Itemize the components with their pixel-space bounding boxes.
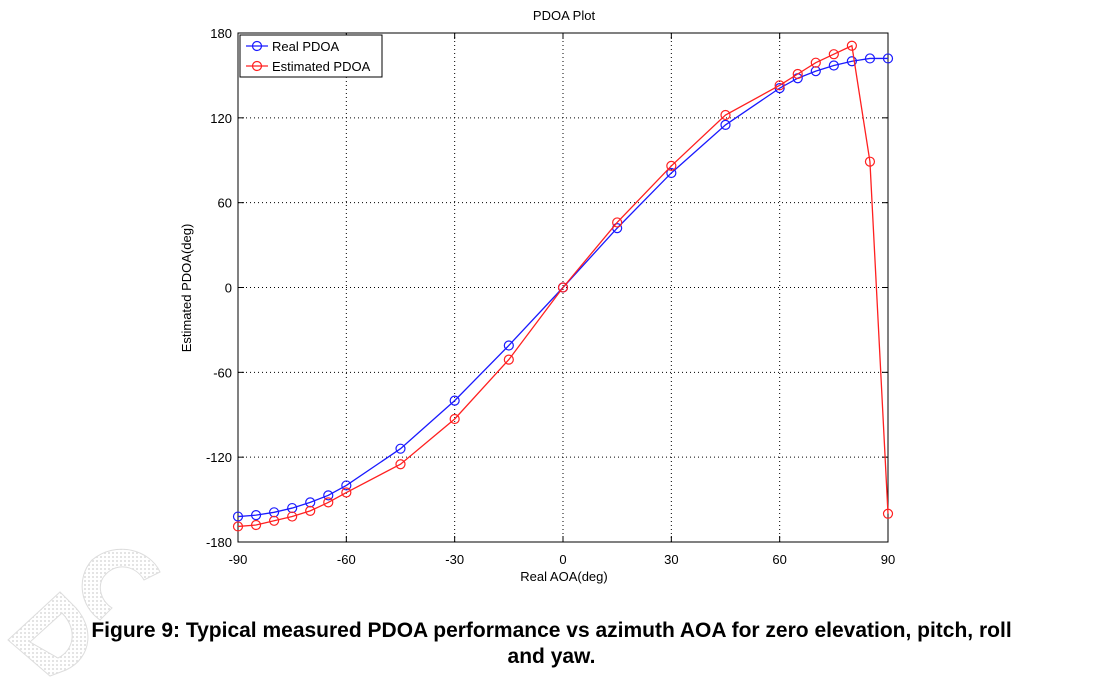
y-tick-label: -180 — [206, 535, 232, 550]
x-tick-label: 0 — [559, 552, 566, 567]
data-point — [828, 60, 839, 71]
y-tick-label: 120 — [210, 111, 232, 126]
data-point — [269, 515, 280, 526]
data-point — [232, 521, 244, 532]
data-point — [864, 53, 876, 64]
data-point — [250, 519, 262, 531]
data-point — [882, 53, 894, 64]
legend-label-estimated: Estimated PDOA — [272, 59, 371, 74]
x-tick-label: -30 — [445, 552, 464, 567]
data-point — [720, 109, 731, 121]
data-point — [305, 505, 316, 516]
x-tick-label: -90 — [229, 552, 248, 567]
data-point — [395, 459, 406, 470]
data-point — [828, 49, 839, 60]
data-point — [232, 511, 244, 522]
data-point — [503, 340, 514, 351]
data-point — [774, 80, 785, 91]
data-point — [612, 217, 623, 228]
data-point — [846, 56, 857, 67]
draft-watermark — [7, 548, 161, 677]
data-point — [720, 119, 731, 131]
legend: Real PDOA Estimated PDOA — [239, 34, 383, 78]
data-point — [341, 480, 352, 491]
x-tick-label: 90 — [881, 552, 895, 567]
legend-label-real: Real PDOA — [272, 39, 340, 54]
x-tick-label: -60 — [337, 552, 356, 567]
y-tick-label: -60 — [213, 365, 232, 380]
legend-box — [239, 34, 383, 78]
data-point — [323, 497, 334, 508]
y-tick-label: 180 — [210, 26, 232, 41]
data-point — [250, 510, 262, 521]
data-point — [882, 508, 894, 519]
y-tick-label: 60 — [218, 196, 232, 211]
data-point — [287, 511, 298, 522]
data-point — [666, 160, 677, 172]
data-point — [323, 490, 334, 501]
y-tick-label: -120 — [206, 450, 232, 465]
series-line — [237, 44, 889, 528]
pdoa-chart: PDOA Plot -90 -60 -30 0 30 60 90 -180 -120 -60 0 60… — [179, 8, 895, 584]
data-point — [449, 413, 460, 425]
data-point — [864, 156, 876, 167]
y-tick-label: 0 — [225, 281, 232, 296]
x-tick-label: 30 — [664, 552, 678, 567]
data-point — [341, 487, 352, 498]
series-estimated-pdoa — [232, 40, 894, 532]
data-point — [503, 354, 514, 365]
caption-line-1: Figure 9: Typical measured PDOA performa… — [91, 619, 1012, 642]
data-point — [846, 40, 857, 51]
axes-ticks: -90 -60 -30 0 30 60 90 -180 -120 -60 0 60 120 180 — [206, 26, 895, 567]
legend-marker-estimated — [251, 60, 263, 72]
data-point — [792, 68, 803, 80]
data-point — [666, 167, 677, 179]
data-point — [395, 443, 406, 454]
chart-title: PDOA Plot — [533, 8, 596, 23]
x-axis-label: Real AOA(deg) — [520, 569, 607, 584]
legend-marker-real — [251, 40, 263, 52]
data-point — [810, 57, 821, 68]
data-point — [449, 395, 460, 406]
figure-caption: Figure 9: Typical measured PDOA performa… — [0, 618, 1103, 670]
x-tick-label: 60 — [772, 552, 786, 567]
caption-line-2: and yaw. — [507, 645, 596, 668]
data-point — [557, 282, 569, 293]
y-axis-label: Estimated PDOA(deg) — [179, 224, 194, 353]
series-layer — [232, 40, 894, 532]
